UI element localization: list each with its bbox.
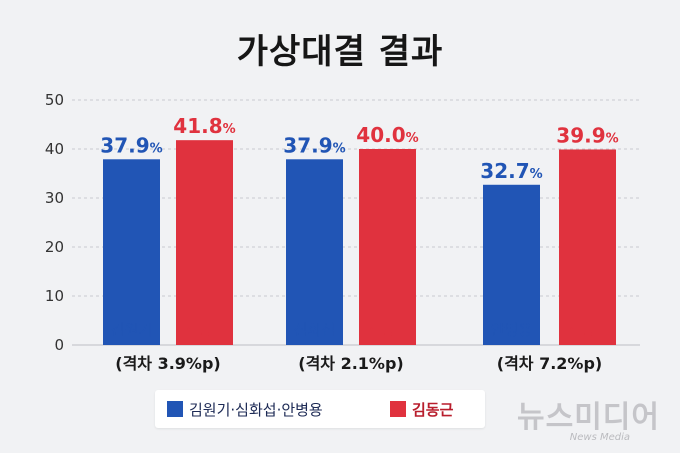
category-label-0-0: 김원기 [111, 321, 152, 339]
bar-2-0 [483, 184, 540, 345]
legend-label-blue: 김원기·심화섭·안병용 [189, 401, 323, 419]
y-tick-label-40: 40 [45, 140, 64, 158]
category-label-2-1: 김동근 [567, 321, 609, 339]
watermark-main: 뉴스미디어 [517, 400, 660, 435]
bar-2-1 [559, 149, 616, 345]
value-label-2-1: 39.9% [556, 123, 618, 147]
category-label-1-1: 김동근 [367, 321, 409, 339]
bar-0-1 [176, 140, 233, 345]
value-label-0-1: 41.8% [173, 114, 235, 138]
legend-label-red: 김동근 [412, 401, 454, 419]
y-tick-label-50: 50 [45, 91, 64, 109]
value-label-0-0: 37.9% [100, 133, 162, 157]
category-label-1-0: 심화섭 [294, 321, 335, 339]
bar-1-0 [286, 159, 343, 345]
gap-annotation-0: (격차 3.9%p) [115, 354, 220, 373]
legend: 김원기·심화섭·안병용 김동근 [155, 390, 485, 428]
value-label-1-0: 37.9% [283, 133, 345, 157]
value-label-2-0: 32.7% [480, 159, 542, 183]
y-tick-label-0: 0 [54, 336, 64, 354]
chart-title: 가상대결 결과 [236, 32, 444, 72]
gap-annotation-2: (격차 7.2%p) [497, 354, 602, 373]
y-tick-label-20: 20 [45, 238, 64, 256]
watermark-sub: News Media [569, 432, 630, 443]
category-label-2-0: 안병용 [491, 321, 532, 339]
legend-swatch-red [390, 401, 406, 417]
gap-annotation-1: (격차 2.1%p) [298, 354, 403, 373]
category-label-0-1: 김동근 [184, 321, 226, 339]
y-tick-label-30: 30 [45, 189, 64, 207]
bar-1-1 [359, 149, 416, 345]
bar-0-0 [103, 159, 160, 345]
news-media-watermark: 뉴스미디어 News Media [517, 392, 660, 443]
value-label-1-1: 40.0% [356, 123, 418, 147]
legend-swatch-blue [167, 401, 183, 417]
y-tick-label-10: 10 [45, 287, 64, 305]
